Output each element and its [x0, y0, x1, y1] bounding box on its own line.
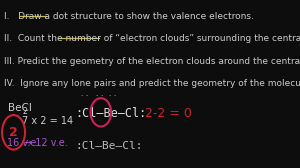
Text: 2: 2 — [9, 126, 18, 139]
Text: ·: · — [81, 93, 83, 99]
Text: ·: · — [100, 93, 102, 99]
Text: :Cl—Be—Cl:: :Cl—Be—Cl: — [75, 141, 142, 151]
Text: 2-2 = 0: 2-2 = 0 — [145, 107, 192, 120]
Text: ·: · — [96, 93, 98, 99]
Text: ·: · — [113, 93, 116, 99]
Text: 7 x 2 = 14: 7 x 2 = 14 — [22, 116, 74, 126]
Text: :Cl—Be—Cl:: :Cl—Be—Cl: — [75, 107, 146, 120]
Text: I.   Draw a dot structure to show the valence electrons.: I. Draw a dot structure to show the vale… — [4, 12, 254, 20]
Text: III. Predict the geometry of the electron clouds around the central atom.: III. Predict the geometry of the electro… — [4, 56, 300, 66]
Text: 16 v.e.: 16 v.e. — [7, 138, 39, 148]
Text: IV.  Ignore any lone pairs and predict the geometry of the molecule/ion.: IV. Ignore any lone pairs and predict th… — [4, 79, 300, 88]
Text: → 12 v.e.: → 12 v.e. — [24, 138, 68, 148]
Text: II.  Count the number of “electron clouds” surrounding the central atom.: II. Count the number of “electron clouds… — [4, 34, 300, 43]
Text: ·: · — [108, 93, 111, 99]
Text: BeCl: BeCl — [8, 103, 31, 113]
Text: 2: 2 — [22, 107, 27, 116]
Text: ·: · — [86, 93, 88, 99]
